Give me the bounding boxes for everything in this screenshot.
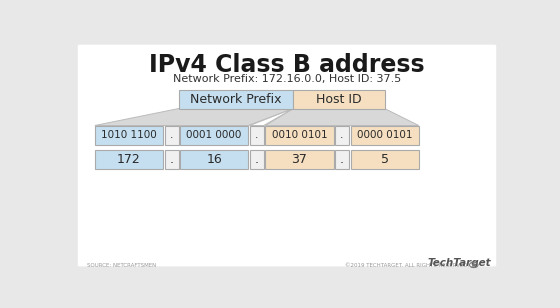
Text: Network Prefix: 172.16.0.0, Host ID: 37.5: Network Prefix: 172.16.0.0, Host ID: 37.… [173, 74, 401, 84]
Polygon shape [265, 108, 419, 126]
FancyBboxPatch shape [265, 150, 334, 169]
FancyBboxPatch shape [180, 150, 248, 169]
FancyBboxPatch shape [95, 150, 163, 169]
Text: Network Prefix: Network Prefix [190, 93, 282, 106]
Text: SOURCE: NETCRAFTSMEN: SOURCE: NETCRAFTSMEN [87, 263, 156, 268]
FancyBboxPatch shape [95, 126, 163, 145]
FancyBboxPatch shape [179, 90, 293, 108]
Text: 37: 37 [291, 153, 307, 166]
FancyBboxPatch shape [351, 126, 419, 145]
FancyBboxPatch shape [250, 150, 264, 169]
Text: 172: 172 [117, 153, 141, 166]
FancyBboxPatch shape [165, 126, 179, 145]
Text: IPv4 Class B address: IPv4 Class B address [149, 53, 425, 77]
Text: .: . [340, 130, 344, 140]
FancyBboxPatch shape [78, 45, 496, 266]
Text: Host ID: Host ID [316, 93, 362, 106]
FancyBboxPatch shape [180, 126, 248, 145]
Text: .: . [255, 153, 259, 166]
FancyBboxPatch shape [335, 126, 349, 145]
FancyBboxPatch shape [265, 126, 334, 145]
Text: TechTarget: TechTarget [427, 258, 491, 268]
Polygon shape [250, 108, 293, 126]
Text: 0010 0101: 0010 0101 [272, 130, 327, 140]
Text: .: . [340, 153, 344, 166]
Circle shape [472, 263, 475, 267]
Text: 0000 0101: 0000 0101 [357, 130, 412, 140]
Polygon shape [95, 108, 293, 126]
FancyBboxPatch shape [250, 126, 264, 145]
Text: 16: 16 [206, 153, 222, 166]
Text: .: . [170, 130, 173, 140]
Text: .: . [170, 153, 174, 166]
Text: 5: 5 [381, 153, 389, 166]
FancyBboxPatch shape [335, 150, 349, 169]
Text: 1010 1100: 1010 1100 [101, 130, 157, 140]
Text: 0001 0000: 0001 0000 [186, 130, 242, 140]
Text: ©2019 TECHTARGET. ALL RIGHTS RESERVED.: ©2019 TECHTARGET. ALL RIGHTS RESERVED. [345, 263, 469, 268]
FancyBboxPatch shape [293, 90, 385, 108]
Text: .: . [255, 130, 259, 140]
FancyBboxPatch shape [165, 150, 179, 169]
FancyBboxPatch shape [351, 150, 419, 169]
